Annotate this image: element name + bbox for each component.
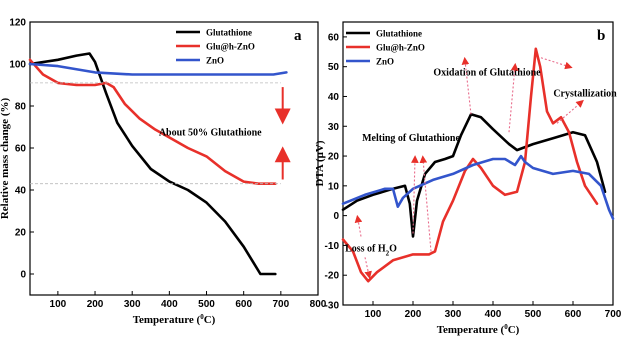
y-tick-label: 20 — [15, 228, 27, 239]
pointer-arrow-icon — [508, 62, 519, 133]
series-line-glu-h-zno — [28, 58, 277, 185]
series-line-glutathione — [341, 113, 607, 238]
annotation-label: Crystallization — [553, 88, 617, 99]
x-tick-label: 300 — [124, 299, 141, 310]
x-tick-label: 800 — [310, 299, 327, 310]
x-tick-label: 200 — [405, 309, 422, 320]
plot-frame — [342, 21, 614, 306]
annotation-label: Loss of H2O — [345, 243, 397, 257]
pointer-arrow-icon — [354, 214, 363, 237]
panel-label: b — [597, 28, 605, 44]
x-axis-label: Temperature (0C) — [437, 323, 520, 336]
series-line-zno — [28, 62, 288, 76]
y-tick-label: -10 — [325, 241, 340, 252]
x-tick-label: 600 — [235, 299, 252, 310]
series-line-zno — [341, 154, 615, 220]
annotation-label: Oxidation of Glutathione — [433, 68, 541, 79]
y-tick-label: 120 — [9, 18, 26, 29]
plot-frame — [29, 21, 319, 296]
x-tick-label: 100 — [50, 299, 67, 310]
panel-b: 100 200 300 400 500 600 700 -30 -20 -10 0 10 20 30 40 5… — [314, 21, 622, 336]
pointer-arrow-icon — [461, 56, 472, 115]
pointer-arrow-icon — [556, 99, 584, 124]
legend: Glutathione Glu@h-ZnO ZnO — [346, 29, 425, 67]
annotation-label: About 50% Glutathione — [159, 127, 262, 138]
y-tick-label: 20 — [328, 152, 340, 163]
legend-label: Glu@h-ZnO — [206, 42, 255, 52]
x-tick-label: 100 — [365, 309, 382, 320]
y-tick-label: 60 — [328, 32, 340, 43]
legend-label: ZnO — [206, 56, 224, 66]
pointer-arrow-icon — [540, 57, 573, 70]
pointer-arrow-icon — [411, 155, 419, 234]
y-tick-label: 0 — [333, 211, 339, 222]
panel-a: 100 200 300 400 500 600 700 800 0 20 40 60 80 100 120 T… — [0, 18, 327, 327]
x-tick-label: 200 — [87, 299, 104, 310]
pointer-arrow-icon — [364, 257, 372, 279]
legend-label: Glutathione — [206, 28, 252, 38]
pointer-arrow-icon — [419, 155, 432, 252]
series-line-glu-h-zno — [341, 47, 599, 283]
legend: Glutathione Glu@h-ZnO ZnO — [176, 28, 255, 66]
annotation-label: Melting of Glutathione — [362, 133, 460, 144]
x-axis-label: Temperature (0C) — [133, 313, 216, 326]
y-axis-label: DTA (μV) — [314, 140, 326, 186]
y-tick-label: 30 — [328, 122, 340, 133]
y-tick-label: 60 — [15, 144, 27, 155]
y-axis-label: Relative mass change (%) — [0, 98, 11, 220]
y-tick-label: 100 — [9, 60, 26, 71]
y-tick-label: 40 — [15, 186, 27, 197]
x-tick-label: 400 — [161, 299, 178, 310]
x-tick-label: 600 — [565, 309, 582, 320]
legend-label: Glutathione — [376, 29, 422, 39]
series-line-glutathione — [28, 52, 277, 276]
x-tick-label: 500 — [525, 309, 542, 320]
x-tick-label: 700 — [605, 309, 622, 320]
y-tick-label: 0 — [20, 270, 26, 281]
y-tick-label: -30 — [325, 301, 340, 312]
legend-label: Glu@h-ZnO — [376, 43, 425, 53]
x-tick-label: 300 — [445, 309, 462, 320]
y-tick-label: 10 — [328, 181, 340, 192]
x-tick-label: 400 — [485, 309, 502, 320]
panel-label: a — [294, 28, 302, 44]
x-tick-label: 700 — [272, 299, 289, 310]
y-tick-label: 80 — [15, 102, 27, 113]
x-tick-label: 500 — [198, 299, 215, 310]
legend-label: ZnO — [376, 57, 394, 67]
y-tick-label: 50 — [328, 62, 340, 73]
y-tick-label: -20 — [325, 271, 340, 282]
y-tick-label: 40 — [328, 92, 340, 103]
